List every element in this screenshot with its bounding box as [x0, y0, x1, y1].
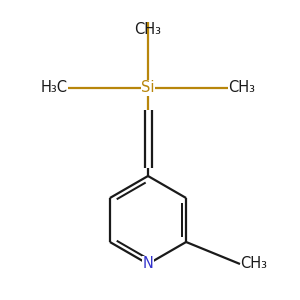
Text: CH₃: CH₃ [228, 80, 255, 95]
Text: N: N [142, 256, 153, 272]
Text: CH₃: CH₃ [134, 22, 161, 37]
Text: Si: Si [141, 80, 155, 95]
Text: CH₃: CH₃ [240, 256, 267, 272]
Text: H₃C: H₃C [41, 80, 68, 95]
